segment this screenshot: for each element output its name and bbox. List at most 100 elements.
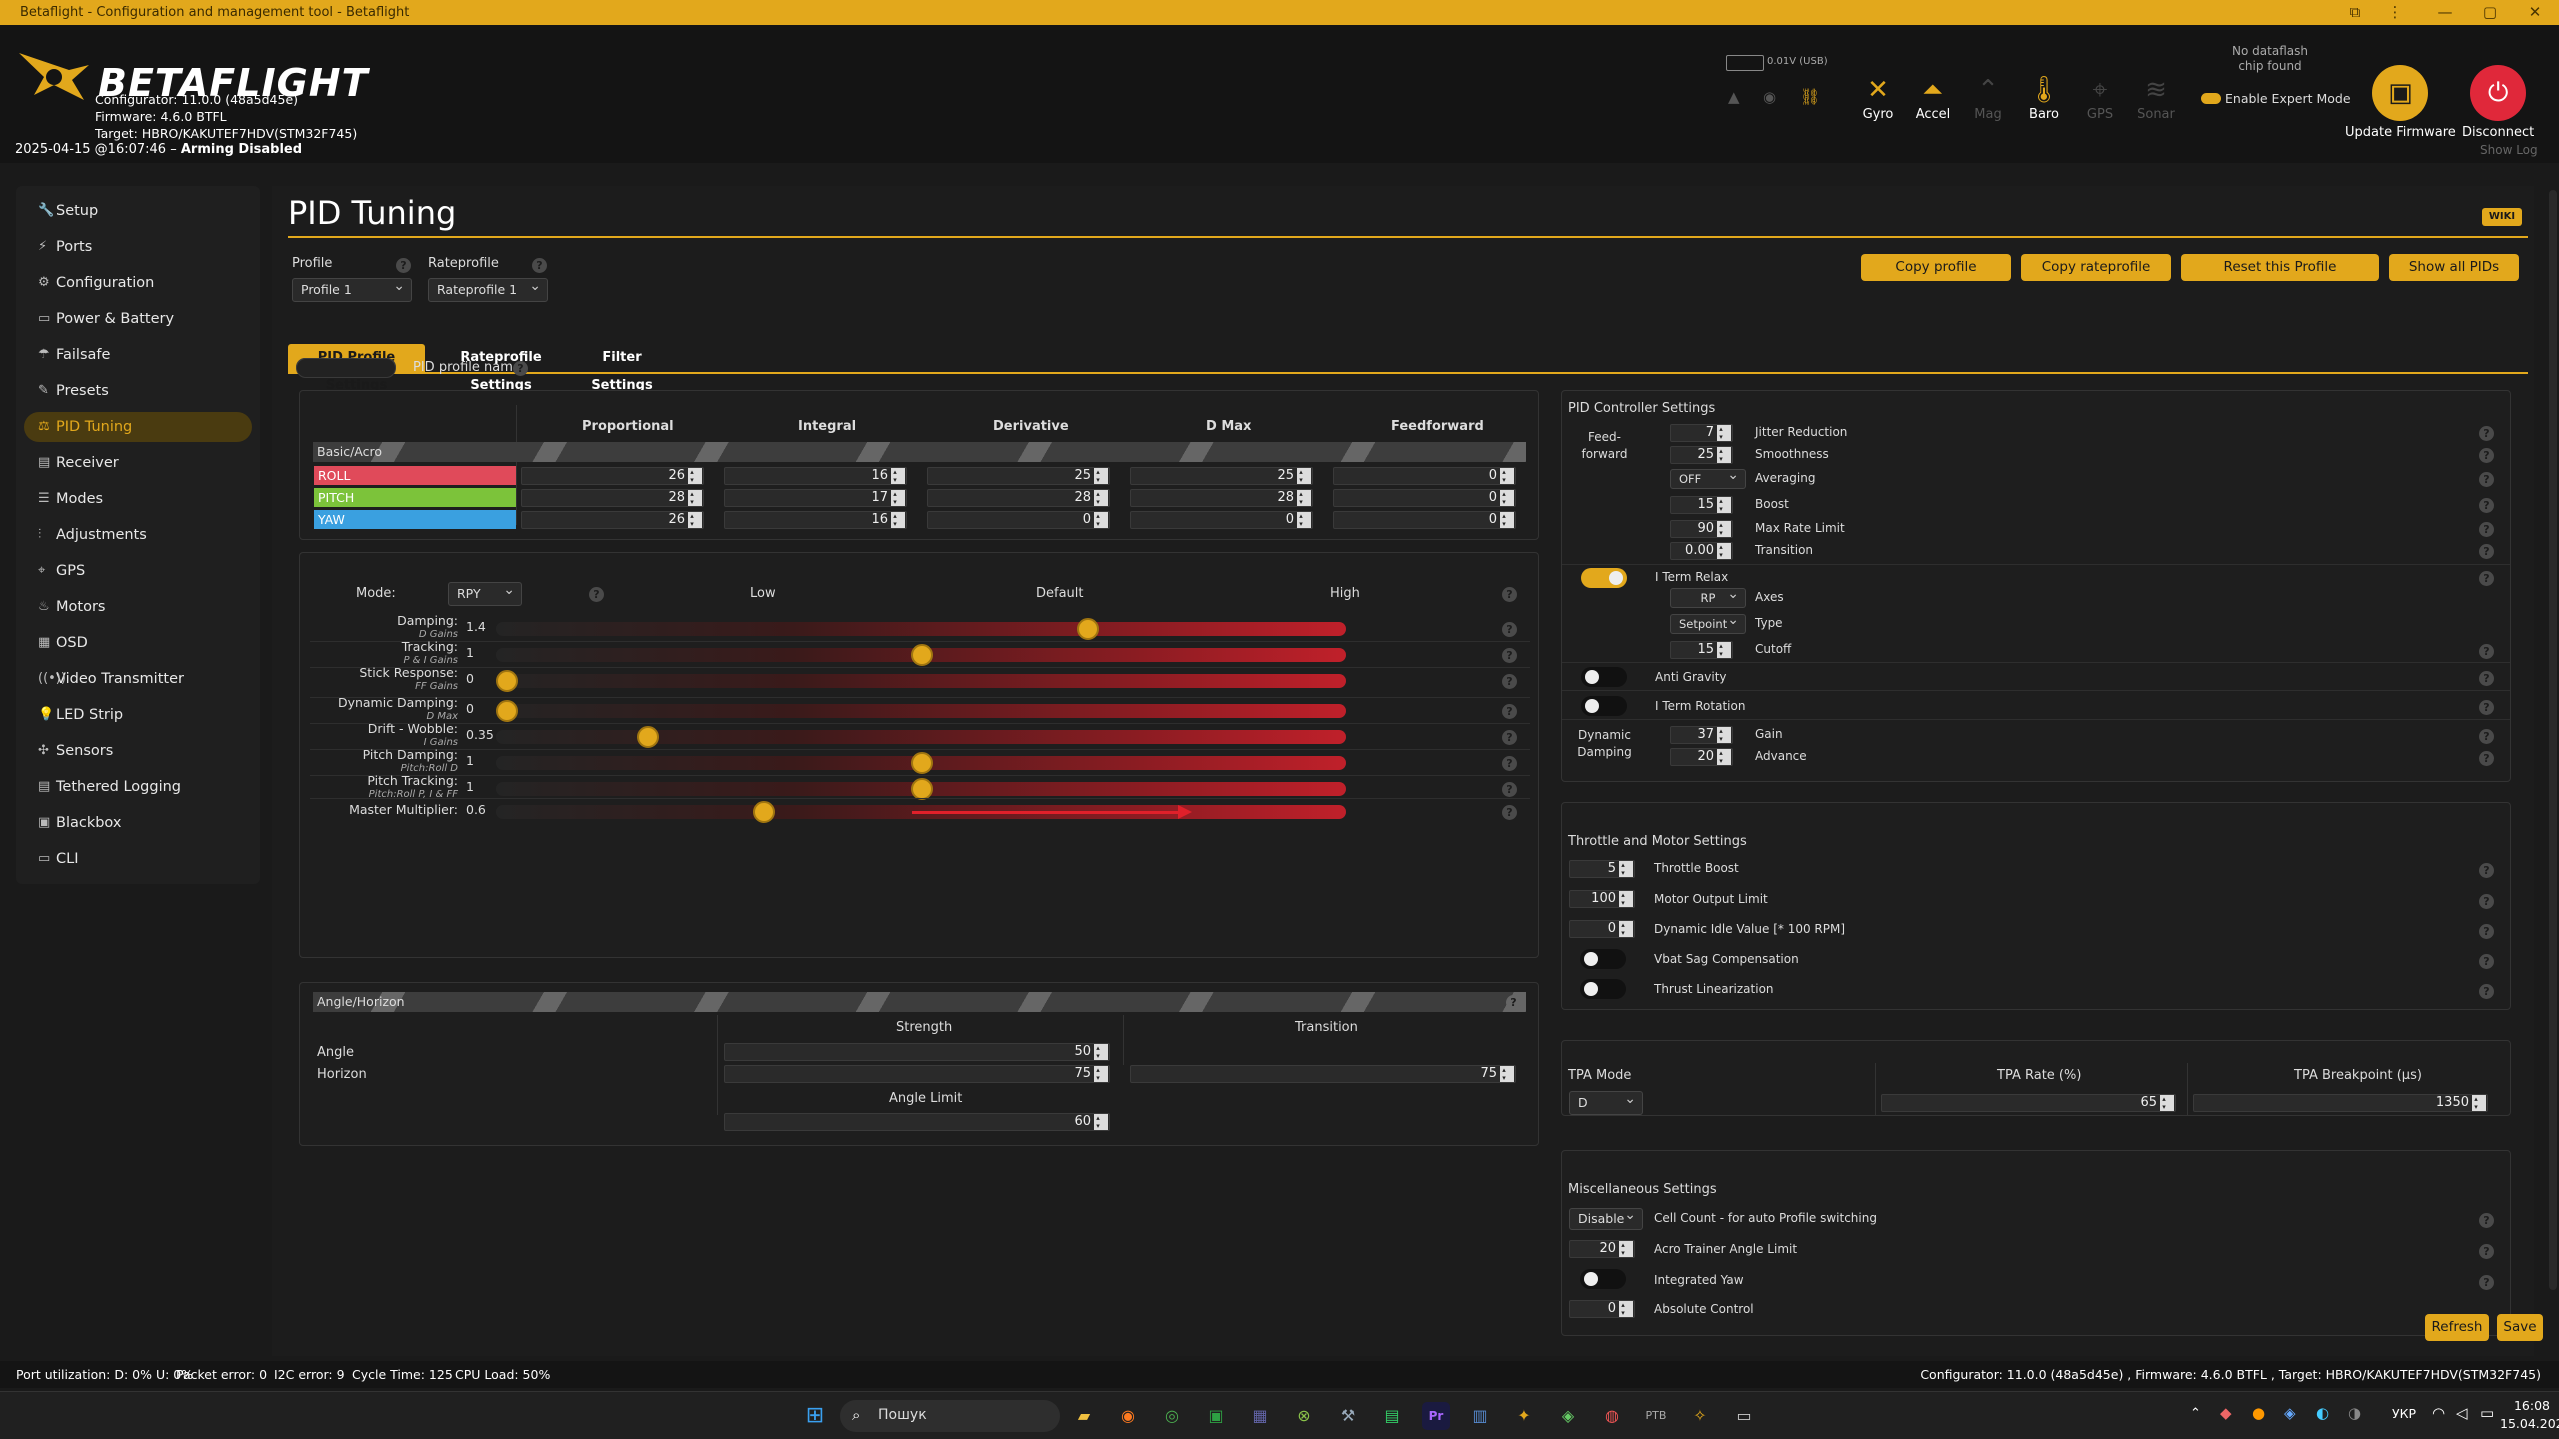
reset-profile-button[interactable]: Reset this Profile [2181, 254, 2379, 281]
ff-transition-input[interactable]: 0.00 [1670, 542, 1733, 560]
file-explorer-icon[interactable]: ▰ [1077, 1406, 1091, 1425]
ff-averaging-select[interactable]: OFF [1670, 466, 1746, 489]
help-icon[interactable]: ? [2479, 522, 2494, 537]
show-log-link[interactable]: Show Log [2480, 143, 2538, 157]
yaw-ff-input[interactable]: 0 [1333, 511, 1516, 529]
help-icon[interactable]: ? [2479, 1244, 2494, 1259]
horizon-transition-input[interactable]: 75 [1130, 1065, 1516, 1083]
angle-limit-input[interactable]: 60 [724, 1113, 1110, 1131]
tpa-rate-input[interactable]: 65 [1881, 1094, 2176, 1112]
help-icon[interactable]: ? [2479, 1213, 2494, 1228]
tray-app-icon[interactable]: ● [2252, 1404, 2266, 1422]
help-icon[interactable]: ? [1502, 587, 1517, 602]
slider-handle[interactable] [911, 752, 933, 774]
taskbar-search[interactable]: ⌕ Пошук [840, 1400, 1060, 1432]
expert-mode-toggle[interactable] [2201, 93, 2221, 104]
wifi-icon[interactable]: ◠ [2432, 1404, 2446, 1422]
slider-track[interactable] [496, 704, 1346, 718]
tab-filter-settings[interactable]: Filter Settings [591, 350, 653, 393]
help-icon[interactable]: ? [589, 587, 604, 602]
premiere-icon[interactable]: Pr [1422, 1402, 1450, 1430]
help-icon[interactable]: ? [513, 361, 528, 376]
pitch-i-input[interactable]: 17 [724, 489, 907, 507]
tab-rateprofile-settings[interactable]: Rateprofile Settings [460, 350, 542, 393]
sidebar-item-motors[interactable]: ♨ Motors [24, 592, 252, 622]
ff-smoothness-input[interactable]: 25 [1670, 446, 1733, 464]
slider-handle[interactable] [911, 644, 933, 666]
app-icon[interactable]: ▥ [1472, 1406, 1488, 1425]
dyn-damping-gain-input[interactable]: 37 [1670, 726, 1733, 744]
roll-ff-input[interactable]: 0 [1333, 467, 1516, 485]
slider-track[interactable] [496, 730, 1346, 744]
sidebar-item-cli[interactable]: ▭ CLI [24, 844, 252, 874]
copy-rateprofile-button[interactable]: Copy rateprofile [2021, 254, 2171, 281]
terminal-icon[interactable]: ▭ [1736, 1406, 1752, 1425]
help-icon[interactable]: ? [2479, 671, 2494, 686]
tray-app-icon[interactable]: ◈ [2284, 1404, 2296, 1422]
chrome-icon[interactable]: ◎ [1165, 1406, 1179, 1425]
help-icon[interactable]: ? [2479, 571, 2494, 586]
help-icon[interactable]: ? [2479, 863, 2494, 878]
sidebar-item-configuration[interactable]: ⚙ Configuration [24, 268, 252, 298]
sidebar-item-blackbox[interactable]: ▣ Blackbox [24, 808, 252, 838]
app-icon[interactable]: ▤ [1384, 1406, 1400, 1425]
yaw-i-input[interactable]: 16 [724, 511, 907, 529]
close-icon[interactable]: ✕ [2528, 3, 2542, 21]
help-icon[interactable]: ? [2479, 894, 2494, 909]
roll-d-input[interactable]: 25 [927, 467, 1110, 485]
iterm-relax-axes-select[interactable]: RP [1670, 585, 1746, 608]
dynamic-idle-input[interactable]: 0 [1569, 920, 1635, 938]
integrated-yaw-toggle[interactable] [1580, 1269, 1626, 1289]
help-icon[interactable]: ? [1502, 704, 1517, 719]
help-icon[interactable]: ? [2479, 644, 2494, 659]
help-icon[interactable]: ? [2479, 954, 2494, 969]
copy-profile-button[interactable]: Copy profile [1861, 254, 2011, 281]
slider-handle[interactable] [496, 700, 518, 722]
slider-track[interactable] [496, 622, 1346, 636]
taskbar-clock[interactable]: 16:08 15.04.2025 [2500, 1397, 2559, 1433]
pid-profile-name-field[interactable] [296, 358, 396, 378]
save-button[interactable]: Save [2497, 1314, 2543, 1341]
sidebar-item-gps[interactable]: ⌖ GPS [24, 556, 252, 586]
app-icon[interactable]: ▣ [1208, 1406, 1224, 1425]
roll-dmax-input[interactable]: 25 [1130, 467, 1313, 485]
ff-max-rate-limit-input[interactable]: 90 [1670, 520, 1733, 538]
sidebar-item-failsafe[interactable]: ☂ Failsafe [24, 340, 252, 370]
help-icon[interactable]: ? [2479, 729, 2494, 744]
help-icon[interactable]: ? [2479, 448, 2494, 463]
yaw-d-input[interactable]: 0 [927, 511, 1110, 529]
motor-output-limit-input[interactable]: 100 [1569, 890, 1635, 908]
help-icon[interactable]: ? [2479, 751, 2494, 766]
tray-app-icon[interactable]: ◐ [2316, 1404, 2330, 1422]
thrust-linearization-toggle[interactable] [1580, 979, 1626, 999]
help-icon[interactable]: ? [2479, 498, 2494, 513]
app-icon[interactable]: ✧ [1693, 1406, 1707, 1425]
disconnect-button[interactable]: ⏻ Disconnect [2462, 65, 2534, 140]
sidebar-item-setup[interactable]: 🔧 Setup [24, 196, 252, 226]
rateprofile-select[interactable]: Rateprofile 1 [428, 275, 548, 302]
sidebar-item-sensors[interactable]: ✣ Sensors [24, 736, 252, 766]
chrome-alt-icon[interactable]: ◍ [1605, 1406, 1619, 1425]
help-icon[interactable]: ? [1506, 995, 1521, 1010]
roll-i-input[interactable]: 16 [724, 467, 907, 485]
battery-tray-icon[interactable]: ▭ [2480, 1404, 2495, 1422]
language-indicator[interactable]: УКР [2392, 1406, 2417, 1421]
tray-app-icon[interactable]: ◆ [2220, 1404, 2232, 1422]
menu-dots-icon[interactable]: ⋮ [2387, 3, 2403, 21]
app-icon[interactable]: PTB [1645, 1409, 1667, 1422]
tpa-breakpoint-input[interactable]: 1350 [2193, 1094, 2488, 1112]
firefox-icon[interactable]: ◉ [1121, 1406, 1135, 1425]
horizon-strength-input[interactable]: 75 [724, 1065, 1110, 1083]
throttle-boost-input[interactable]: 5 [1569, 860, 1635, 878]
scrollbar[interactable] [2549, 190, 2557, 1290]
sidebar-item-pid-tuning[interactable]: ⚖ PID Tuning [24, 412, 252, 442]
sidebar-item-tethered-logging[interactable]: ▤ Tethered Logging [24, 772, 252, 802]
ff-jitter-input[interactable]: 7 [1670, 424, 1733, 442]
help-icon[interactable]: ? [2479, 700, 2494, 715]
anti-gravity-toggle[interactable] [1581, 667, 1627, 687]
help-icon[interactable]: ? [1502, 756, 1517, 771]
update-firmware-button[interactable]: ▣ Update Firmware [2345, 65, 2456, 140]
tray-chevron-icon[interactable]: ⌃ [2190, 1406, 2201, 1421]
slider-handle[interactable] [911, 778, 933, 800]
slider-mode-select[interactable]: RPY [448, 579, 522, 606]
